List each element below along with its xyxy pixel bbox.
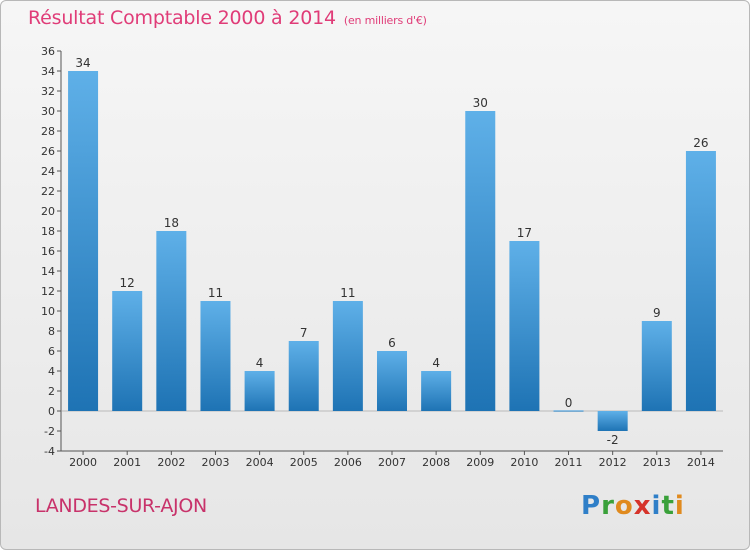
x-tick-label-2002: 2002 bbox=[157, 456, 185, 469]
x-tick-label-2014: 2014 bbox=[687, 456, 715, 469]
bar-2005 bbox=[288, 341, 319, 411]
bar-2006 bbox=[332, 301, 363, 411]
data-label-2013: 9 bbox=[653, 306, 661, 320]
y-tick-label: 36 bbox=[41, 45, 55, 58]
brand-letter: t bbox=[661, 491, 675, 521]
brand-letter: P bbox=[581, 491, 602, 521]
bar-2014 bbox=[685, 151, 716, 411]
data-label-2001: 12 bbox=[120, 276, 135, 290]
data-label-2009: 30 bbox=[473, 96, 488, 110]
bar-2001 bbox=[112, 291, 143, 411]
data-label-2005: 7 bbox=[300, 326, 308, 340]
brand-logo: Proxiti bbox=[581, 491, 685, 521]
x-tick-label-2010: 2010 bbox=[510, 456, 538, 469]
bar-2000 bbox=[68, 71, 99, 411]
x-tick-label-2006: 2006 bbox=[334, 456, 362, 469]
data-label-2012: -2 bbox=[607, 433, 619, 447]
y-tick-label: 32 bbox=[41, 85, 55, 98]
x-tick-label-2013: 2013 bbox=[643, 456, 671, 469]
bar-2012 bbox=[597, 411, 628, 431]
y-tick-label: 18 bbox=[41, 225, 55, 238]
bar-2004 bbox=[244, 371, 275, 411]
y-tick-label: -4 bbox=[44, 445, 55, 458]
brand-letter: o bbox=[614, 491, 634, 521]
bar-2002 bbox=[156, 231, 187, 411]
data-label-2010: 17 bbox=[517, 226, 532, 240]
data-label-2014: 26 bbox=[693, 136, 708, 150]
bar-2009 bbox=[465, 111, 496, 411]
data-label-2008: 4 bbox=[432, 356, 440, 370]
data-label-2006: 11 bbox=[340, 286, 355, 300]
chart-title-text: Résultat Comptable 2000 à 2014 bbox=[28, 7, 336, 29]
chart-axes: -4-2024681012141618202224262830323436200… bbox=[41, 45, 723, 469]
x-tick-label-2001: 2001 bbox=[113, 456, 141, 469]
y-tick-label: 14 bbox=[41, 265, 55, 278]
bar-2011 bbox=[553, 410, 584, 412]
chart-bars bbox=[68, 71, 716, 431]
brand-letter: i bbox=[651, 491, 662, 521]
y-tick-label: 20 bbox=[41, 205, 55, 218]
bar-2008 bbox=[421, 371, 452, 411]
y-tick-label: 30 bbox=[41, 105, 55, 118]
x-tick-label-2008: 2008 bbox=[422, 456, 450, 469]
x-tick-label-2000: 2000 bbox=[69, 456, 97, 469]
y-tick-label: 28 bbox=[41, 125, 55, 138]
x-tick-label-2011: 2011 bbox=[555, 456, 583, 469]
y-tick-label: 4 bbox=[48, 365, 55, 378]
x-tick-label-2012: 2012 bbox=[599, 456, 627, 469]
x-tick-label-2007: 2007 bbox=[378, 456, 406, 469]
brand-letter: i bbox=[674, 491, 685, 521]
y-tick-label: 34 bbox=[41, 65, 55, 78]
y-tick-label: 12 bbox=[41, 285, 55, 298]
bar-2010 bbox=[509, 241, 540, 411]
y-tick-label: 6 bbox=[48, 345, 55, 358]
chart-data-labels: 34 12 18 11 4 7 11 6 4 30 17 0 -2 9 26 bbox=[75, 56, 708, 447]
y-tick-label: -2 bbox=[44, 425, 55, 438]
brand-letter: r bbox=[601, 491, 615, 521]
y-tick-label: 24 bbox=[41, 165, 55, 178]
x-tick-label-2005: 2005 bbox=[290, 456, 318, 469]
x-tick-label-2004: 2004 bbox=[246, 456, 274, 469]
chart-title: Résultat Comptable 2000 à 2014 (en millie… bbox=[28, 7, 427, 29]
data-label-2007: 6 bbox=[388, 336, 396, 350]
brand-letter: x bbox=[633, 491, 652, 521]
chart-unit-note: (en milliers d'€) bbox=[343, 14, 427, 27]
y-tick-label: 8 bbox=[48, 325, 55, 338]
data-label-2000: 34 bbox=[75, 56, 90, 70]
y-tick-label: 2 bbox=[48, 385, 55, 398]
bar-2007 bbox=[377, 351, 407, 411]
y-tick-label: 0 bbox=[48, 405, 55, 418]
place-name: LANDES-SUR-AJON bbox=[35, 495, 207, 517]
y-tick-label: 22 bbox=[41, 185, 55, 198]
y-tick-label: 16 bbox=[41, 245, 55, 258]
data-label-2011: 0 bbox=[565, 396, 573, 410]
y-tick-label: 10 bbox=[41, 305, 55, 318]
data-label-2004: 4 bbox=[256, 356, 264, 370]
bar-2013 bbox=[641, 321, 672, 411]
y-tick-label: 26 bbox=[41, 145, 55, 158]
x-tick-label-2003: 2003 bbox=[201, 456, 229, 469]
bar-2003 bbox=[200, 301, 231, 411]
data-label-2003: 11 bbox=[208, 286, 223, 300]
data-label-2002: 18 bbox=[164, 216, 179, 230]
x-tick-label-2009: 2009 bbox=[466, 456, 494, 469]
